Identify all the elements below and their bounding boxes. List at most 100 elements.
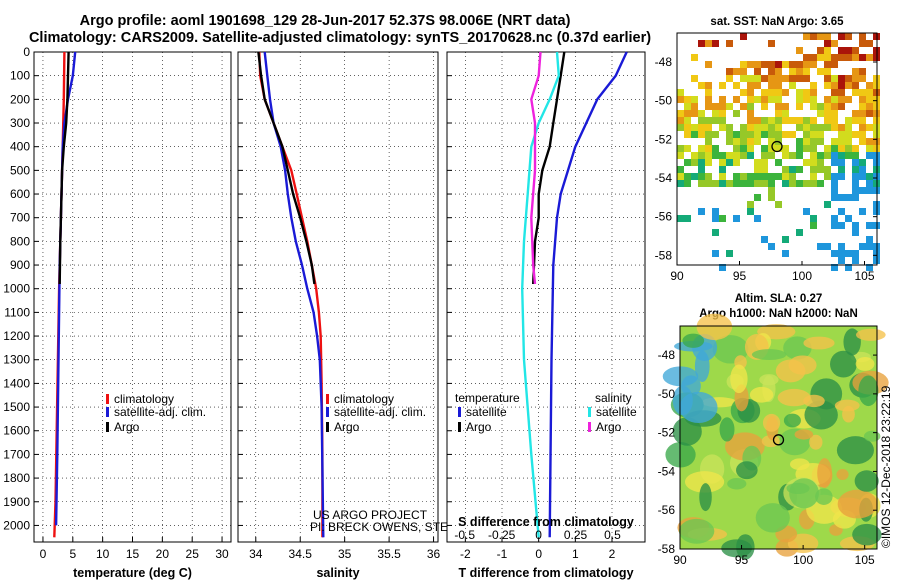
sst-cell: [782, 173, 789, 180]
sst-cell: [866, 180, 873, 187]
sst-cell: [712, 250, 719, 257]
argo-position-marker: [771, 140, 783, 153]
sst-cell: [817, 110, 824, 117]
sst-cell: [852, 173, 859, 180]
sst-cell: [761, 103, 768, 110]
sst-cell: [852, 159, 859, 166]
sla-blob: [730, 364, 748, 394]
sla-blob: [679, 391, 718, 424]
sst-cell: [726, 40, 733, 47]
sst-cell: [852, 166, 859, 173]
sst-cell: [796, 75, 803, 82]
sst-cell: [705, 152, 712, 159]
sst-cell: [775, 96, 782, 103]
sla-blob: [749, 386, 774, 403]
sst-cell: [810, 33, 817, 40]
sst-cell: [810, 145, 817, 152]
sst-cell: [782, 61, 789, 68]
sst-cell: [831, 173, 838, 180]
sst-cell: [831, 89, 838, 96]
sst-cell: [866, 54, 873, 61]
sst-cell: [838, 243, 845, 250]
sst-cell: [684, 110, 691, 117]
sst-cell: [845, 33, 852, 40]
y-tick-label: 800: [10, 234, 30, 248]
sst-cell: [782, 145, 789, 152]
sst-cell: [747, 82, 754, 89]
y-tick-label: 1200: [3, 329, 30, 343]
sst-cell: [684, 215, 691, 222]
sst-cell: [831, 194, 838, 201]
sst-cell: [824, 82, 831, 89]
sst-cell: [754, 117, 761, 124]
sst-cell: [831, 145, 838, 152]
sst-cell: [719, 110, 726, 117]
sst-cell: [768, 131, 775, 138]
sla-blob: [787, 533, 819, 554]
sst-cell: [719, 96, 726, 103]
sst-cell: [775, 75, 782, 82]
legend-salinity-title: salinity: [595, 391, 632, 405]
sst-cell: [719, 215, 726, 222]
series-line-argo: [257, 51, 316, 285]
x-tick-label: 15: [126, 547, 140, 561]
sla-blob: [699, 483, 712, 512]
sst-cell: [768, 40, 775, 47]
sst-cell: [831, 103, 838, 110]
legend-temp-argo-swatch: [458, 422, 461, 432]
sst-cell: [866, 96, 873, 103]
map-y-tick-label: -54: [658, 464, 676, 478]
sst-cell: [782, 117, 789, 124]
legend-temp-satellite-swatch: [458, 407, 461, 417]
sst-cell: [838, 159, 845, 166]
sst-cell: [810, 54, 817, 61]
y-tick-label: 1600: [3, 424, 30, 438]
legend-sal-argo-swatch: [588, 422, 591, 432]
sla-blob: [694, 350, 710, 383]
series-line-salinity-argo: [530, 51, 542, 285]
sst-cell: [768, 187, 775, 194]
legend-satellite-label: satellite-adj. clim.: [334, 405, 426, 419]
sst-cell: [824, 47, 831, 54]
sst-cell: [845, 194, 852, 201]
sst-cell: [782, 89, 789, 96]
sla-blob: [830, 350, 857, 378]
sst-cell: [761, 173, 768, 180]
sst-cell: [831, 138, 838, 145]
sst-cell: [677, 180, 684, 187]
sst-cell: [698, 124, 705, 131]
sst-cell: [719, 159, 726, 166]
sst-cell: [719, 103, 726, 110]
sst-cell: [803, 159, 810, 166]
sst-cell: [796, 61, 803, 68]
sst-cell: [761, 75, 768, 82]
sst-cell: [859, 187, 866, 194]
sst-cell: [747, 131, 754, 138]
sst-cell: [803, 75, 810, 82]
sst-cell: [677, 124, 684, 131]
sst-cell: [796, 124, 803, 131]
sst-cell: [747, 61, 754, 68]
y-tick-label: 600: [10, 187, 30, 201]
map-x-tick-label: 100: [792, 269, 812, 283]
top-x-tick-label: 0.25: [564, 528, 588, 542]
sst-cell: [705, 40, 712, 47]
sla-blob: [858, 375, 879, 407]
sst-cell: [866, 152, 873, 159]
x-tick-label: 35: [338, 547, 352, 561]
sst-cell: [838, 89, 845, 96]
sst-cell: [705, 180, 712, 187]
sst-cell: [859, 33, 866, 40]
sst-cell: [691, 173, 698, 180]
sst-cell: [810, 82, 817, 89]
y-tick-label: 1800: [3, 471, 30, 485]
sst-cell: [782, 110, 789, 117]
sla-blob: [762, 413, 781, 432]
sst-cell: [684, 145, 691, 152]
sst-cell: [831, 82, 838, 89]
sst-cell: [740, 138, 747, 145]
plot-frame: [237, 51, 439, 543]
sst-cell: [775, 131, 782, 138]
top-x-axis-label: S difference from climatology: [458, 515, 634, 529]
sst-cell: [852, 89, 859, 96]
